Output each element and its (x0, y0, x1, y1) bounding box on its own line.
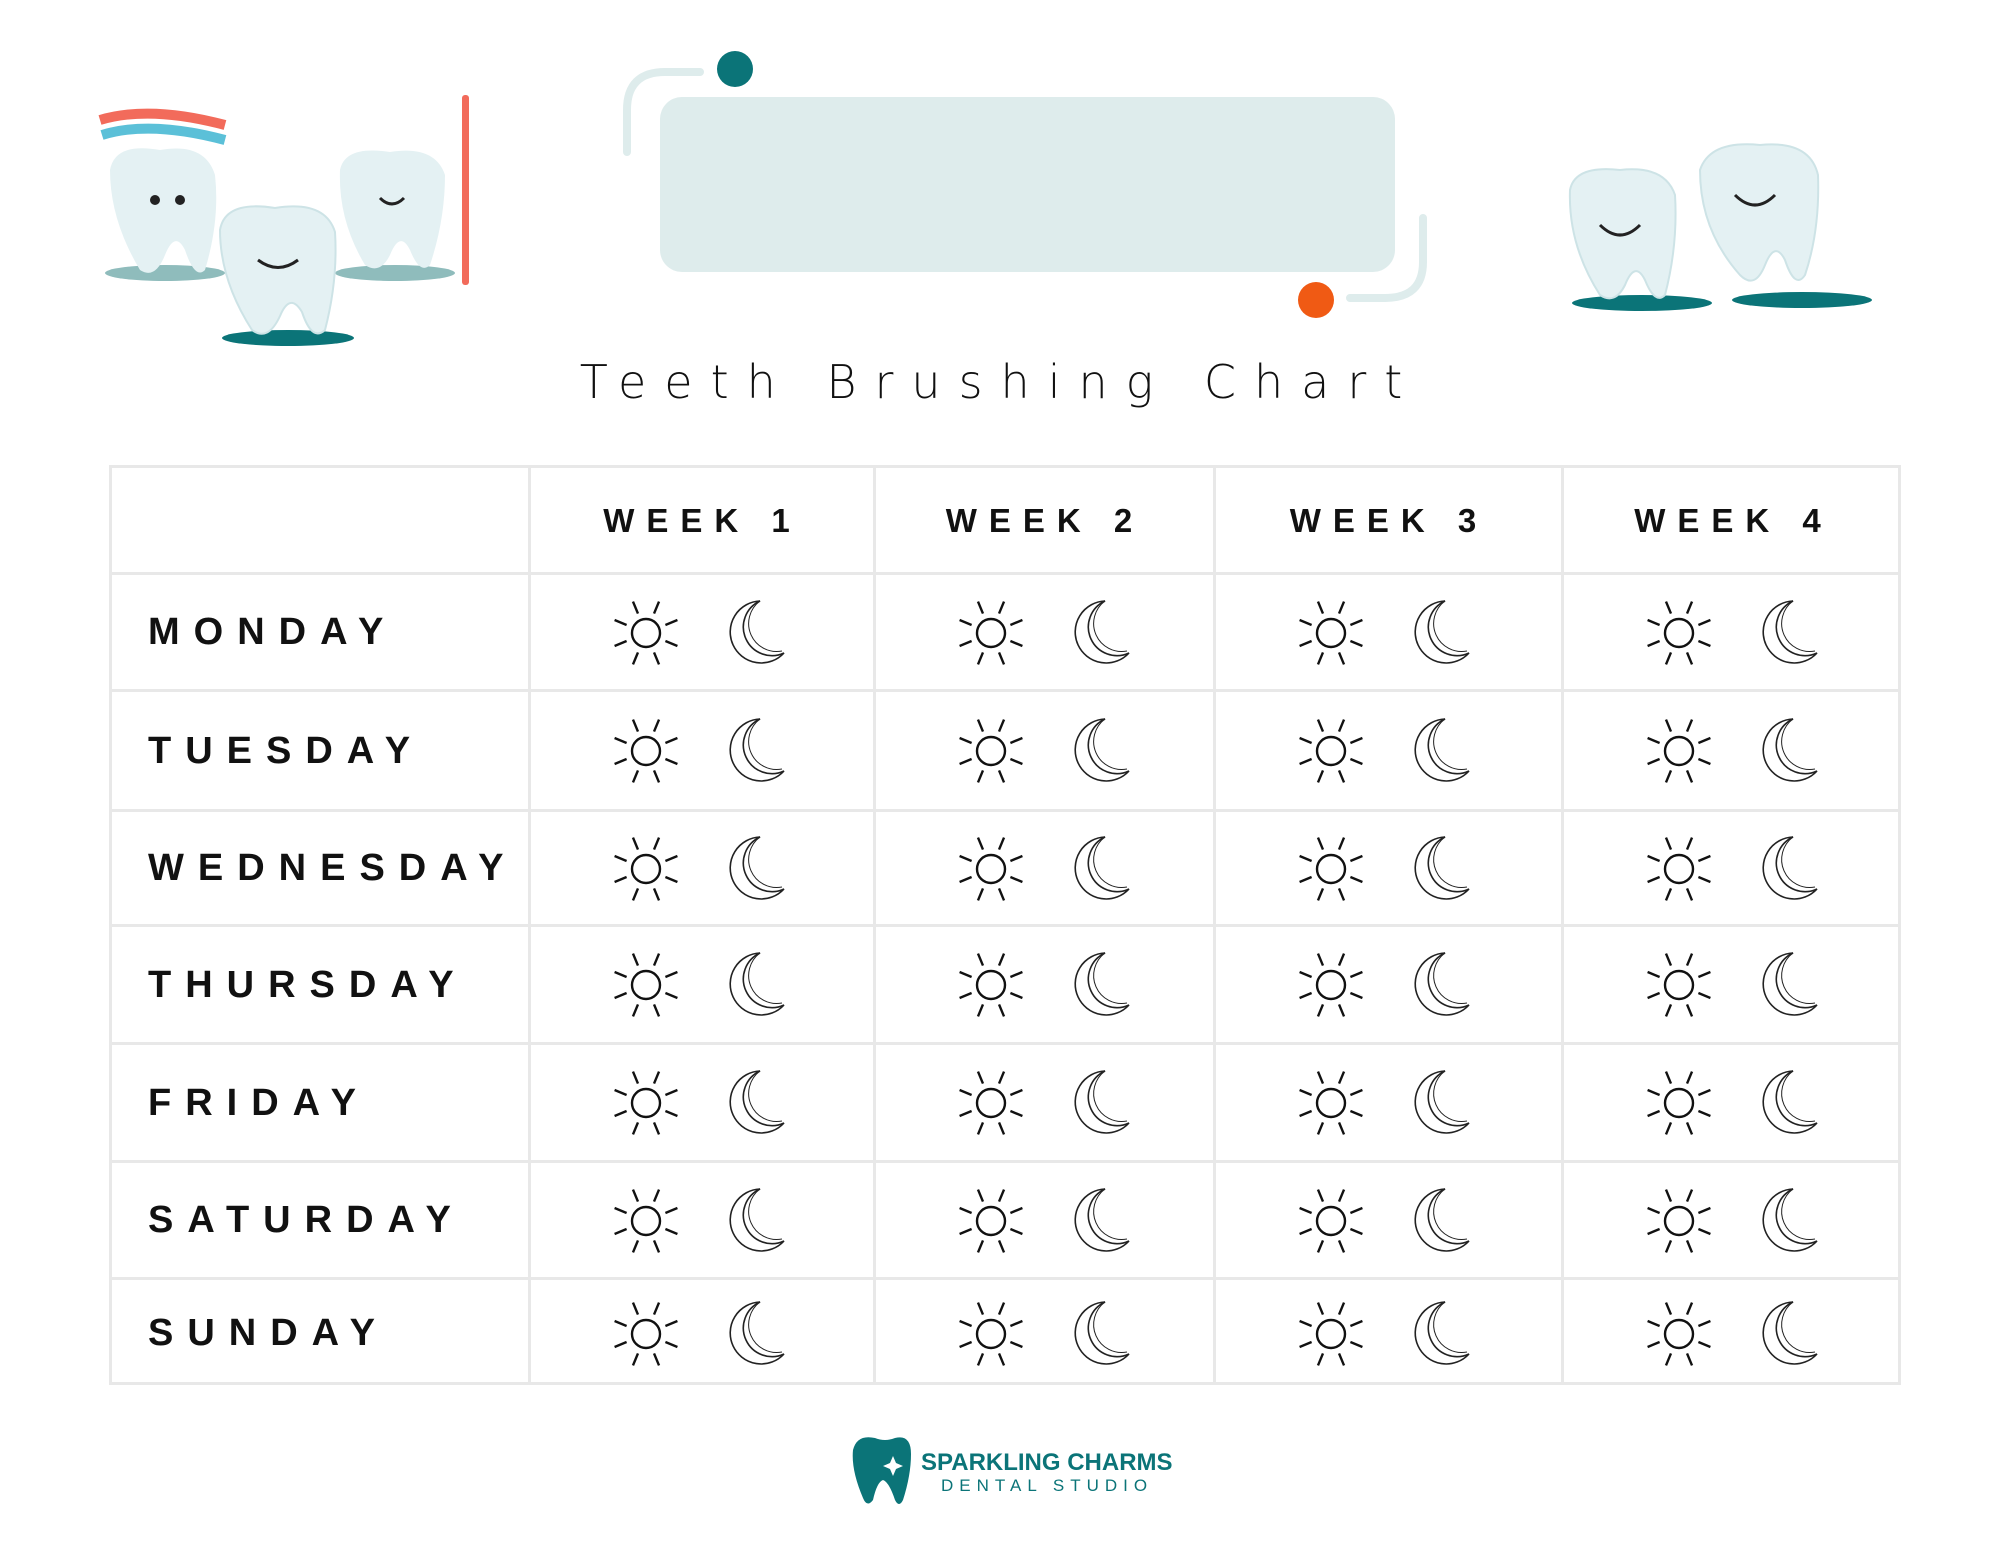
moon-icon[interactable] (1065, 713, 1137, 790)
moon-icon[interactable] (1753, 713, 1825, 790)
sun-icon[interactable] (1643, 833, 1715, 910)
day-label: MONDAY (148, 611, 398, 653)
sparkling-charms-logo: SPARKLING CHARMS DENTAL STUDIO (852, 1437, 1173, 1504)
moon-icon[interactable] (1065, 595, 1137, 672)
sun-icon[interactable] (610, 1067, 682, 1144)
sun-icon[interactable] (955, 949, 1027, 1026)
sun-icon[interactable] (1295, 1185, 1367, 1262)
sun-icon[interactable] (1295, 1067, 1367, 1144)
moon-icon[interactable] (1065, 1065, 1137, 1142)
day-label: FRIDAY (148, 1081, 370, 1124)
sun-icon[interactable] (1643, 949, 1715, 1026)
sun-icon[interactable] (1295, 715, 1367, 792)
week-header: WEEK 4 (1634, 502, 1833, 539)
moon-icon[interactable] (720, 713, 792, 790)
moon-icon[interactable] (1753, 1065, 1825, 1142)
day-label: SUNDAY (148, 1312, 389, 1354)
week-header: WEEK 2 (945, 502, 1145, 539)
moon-icon[interactable] (1405, 713, 1477, 790)
moon-icon[interactable] (720, 1296, 792, 1373)
row-divider (112, 924, 1898, 927)
sun-icon[interactable] (955, 1298, 1027, 1375)
row-divider (112, 689, 1898, 692)
moon-icon[interactable] (720, 947, 792, 1024)
tooth-characters-right (1568, 143, 1872, 311)
week-header: WEEK 1 (603, 502, 802, 539)
moon-icon[interactable] (1753, 831, 1825, 908)
sun-icon[interactable] (1643, 1067, 1715, 1144)
moon-icon[interactable] (1405, 831, 1477, 908)
moon-icon[interactable] (1405, 1183, 1477, 1260)
day-label: WEDNESDAY (148, 847, 518, 889)
sun-icon[interactable] (1295, 1298, 1367, 1375)
page-title: Teeth Brushing Chart (579, 355, 1421, 409)
moon-icon[interactable] (1753, 595, 1825, 672)
sun-icon[interactable] (610, 833, 682, 910)
moon-icon[interactable] (1065, 831, 1137, 908)
sun-icon[interactable] (1643, 1298, 1715, 1375)
day-label: TUESDAY (148, 729, 425, 772)
sun-icon[interactable] (610, 597, 682, 674)
moon-icon[interactable] (1753, 947, 1825, 1024)
row-divider (112, 1277, 1898, 1280)
sun-icon[interactable] (955, 597, 1027, 674)
row-divider (112, 1042, 1898, 1045)
row-divider (112, 572, 1898, 575)
sun-icon[interactable] (955, 833, 1027, 910)
orange-dot (1298, 282, 1334, 318)
tooth-characters-left (98, 95, 469, 346)
svg-text:DENTAL STUDIO: DENTAL STUDIO (941, 1476, 1153, 1495)
sun-icon[interactable] (1295, 833, 1367, 910)
moon-icon[interactable] (720, 595, 792, 672)
sun-icon[interactable] (955, 1067, 1027, 1144)
sun-icon[interactable] (955, 715, 1027, 792)
day-label: SATURDAY (148, 1199, 465, 1241)
sun-icon[interactable] (1643, 715, 1715, 792)
moon-icon[interactable] (1753, 1183, 1825, 1260)
moon-icon[interactable] (1405, 595, 1477, 672)
sun-icon[interactable] (1643, 597, 1715, 674)
row-divider (112, 1160, 1898, 1163)
sun-icon[interactable] (610, 1185, 682, 1262)
moon-icon[interactable] (1405, 1065, 1477, 1142)
moon-icon[interactable] (1065, 947, 1137, 1024)
sun-icon[interactable] (1295, 949, 1367, 1026)
day-label: THURSDAY (148, 963, 468, 1006)
svg-text:SPARKLING CHARMS: SPARKLING CHARMS (921, 1449, 1173, 1476)
title-banner (623, 51, 1427, 318)
tooth-logo-icon (852, 1437, 911, 1504)
sun-icon[interactable] (610, 949, 682, 1026)
brushing-chart-table: WEEK 1 WEEK 2 WEEK 3 WEEK 4 MONDAY TUESDAY WED… (109, 465, 1901, 1385)
row-divider (112, 809, 1898, 812)
week-header: WEEK 3 (1289, 502, 1489, 539)
sun-icon[interactable] (955, 1185, 1027, 1262)
sun-icon[interactable] (1643, 1185, 1715, 1262)
teal-dot (717, 51, 753, 87)
moon-icon[interactable] (720, 831, 792, 908)
moon-icon[interactable] (1405, 1296, 1477, 1373)
moon-icon[interactable] (1405, 947, 1477, 1024)
moon-icon[interactable] (1753, 1296, 1825, 1373)
moon-icon[interactable] (720, 1065, 792, 1142)
moon-icon[interactable] (1065, 1296, 1137, 1373)
sun-icon[interactable] (610, 715, 682, 792)
moon-icon[interactable] (1065, 1183, 1137, 1260)
moon-icon[interactable] (720, 1183, 792, 1260)
sun-icon[interactable] (1295, 597, 1367, 674)
sun-icon[interactable] (610, 1298, 682, 1375)
